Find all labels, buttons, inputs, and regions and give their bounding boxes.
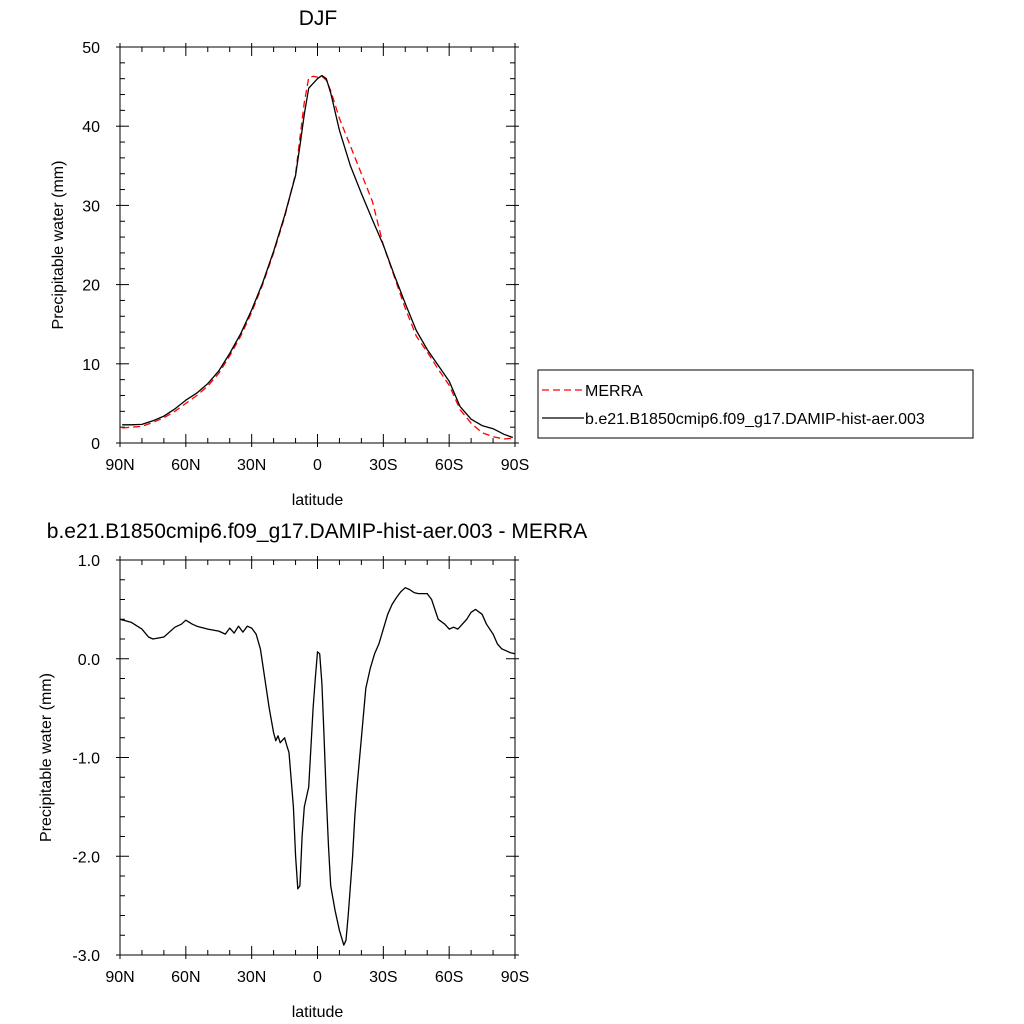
y-tick-label: 0.0 — [78, 652, 100, 669]
x-axis-label: latitude — [292, 492, 344, 509]
legend: MERRA b.e21.B1850cmip6.f09_g17.DAMIP-hist… — [537, 369, 974, 439]
x-tick-label: 60S — [435, 457, 463, 474]
x-tick-label: 90N — [105, 457, 134, 474]
y-tick-label: -3.0 — [72, 948, 100, 965]
x-tick-label: 0 — [313, 457, 322, 474]
bottom-panel: b.e21.B1850cmip6.f09_g17.DAMIP-hist-aer.… — [38, 520, 587, 1021]
x-tick-label: 60N — [171, 969, 200, 986]
series-line-0 — [120, 587, 515, 946]
series-line-0 — [122, 75, 513, 440]
y-tick-label: -1.0 — [72, 751, 100, 768]
legend-box — [537, 369, 974, 439]
y-axis-label: Precipitable water (mm) — [50, 161, 67, 330]
x-tick-label: 30S — [369, 457, 397, 474]
x-tick-label: 60N — [171, 457, 200, 474]
y-tick-label: 10 — [82, 357, 100, 374]
plot-frame — [119, 46, 516, 444]
y-tick-label: 40 — [82, 119, 100, 136]
series-line-1 — [122, 74, 514, 439]
x-tick-label: 30N — [237, 457, 266, 474]
y-tick-label: 30 — [82, 198, 100, 215]
chart-title: DJF — [299, 7, 338, 30]
y-tick-label: 20 — [82, 278, 100, 295]
legend-label-0: MERRA — [585, 383, 643, 400]
y-tick-label: 50 — [82, 40, 100, 57]
x-tick-label: 30N — [237, 969, 266, 986]
top-panel: DJF 90N 60N 30N 0 30S 60S 90S 0 10 20 30 40 50 latitud… — [50, 7, 529, 509]
x-tick-label: 60S — [435, 969, 463, 986]
x-axis-label: latitude — [292, 1004, 344, 1021]
y-tick-label: 0 — [91, 436, 100, 453]
chart-title: b.e21.B1850cmip6.f09_g17.DAMIP-hist-aer.… — [47, 520, 587, 543]
y-tick-label: -2.0 — [72, 849, 100, 866]
x-tick-label: 0 — [313, 969, 322, 986]
plot-frame — [119, 559, 516, 956]
y-axis-label: Precipitable water (mm) — [38, 673, 55, 842]
x-tick-label: 90S — [501, 969, 529, 986]
x-tick-label: 30S — [369, 969, 397, 986]
y-tick-label: 1.0 — [78, 553, 100, 570]
x-tick-label: 90N — [105, 969, 134, 986]
legend-label-1: b.e21.B1850cmip6.f09_g17.DAMIP-hist-aer.… — [585, 411, 925, 428]
x-tick-label: 90S — [501, 457, 529, 474]
